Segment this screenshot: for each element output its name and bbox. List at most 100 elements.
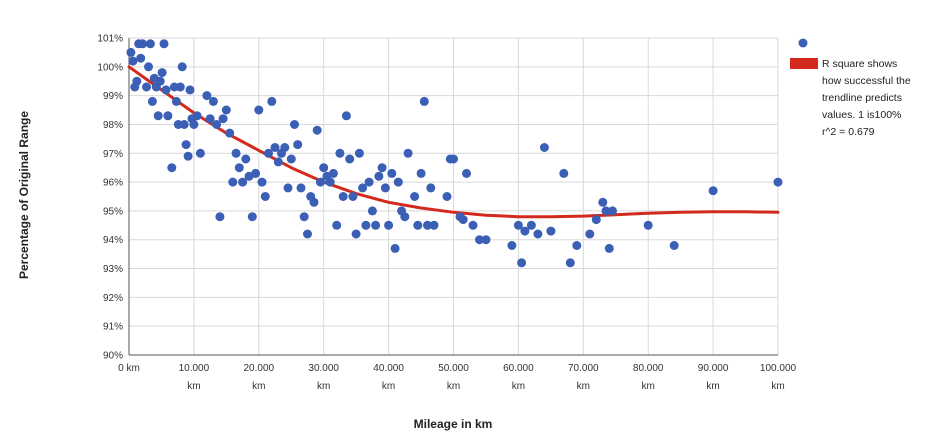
data-point [280,143,290,152]
data-point [286,154,296,164]
data-point [520,226,530,236]
data-point [171,96,181,106]
data-point [559,168,569,178]
x-tick-label: 40.000 km [373,363,404,392]
y-tick-label: 90% [103,351,123,362]
data-point [319,163,329,173]
data-point [419,96,429,106]
y-tick-label: 98% [103,120,123,131]
trendline-path [127,65,780,219]
data-point [458,215,468,225]
data-point [410,192,420,201]
data-point [367,206,377,216]
x-tick-label: 90.000 km [698,363,729,392]
data-point [126,47,136,57]
data-point [175,82,185,92]
data-point [183,151,193,161]
data-point [400,212,410,222]
x-tick-label: 20.000 km [244,363,275,392]
data-point [136,53,146,63]
data-point [296,183,306,193]
data-point [212,120,222,129]
data-point [299,212,309,222]
data-point [413,220,423,230]
legend-line-5: r^2 = 0.679 [822,126,875,138]
x-tick-label: 0 km [118,363,140,374]
data-point [332,220,342,230]
x-tick-label: 80.000 km [633,363,664,392]
data-point [260,192,270,201]
x-tick-label: 10.000 km [179,363,210,392]
data-point [384,220,394,230]
data-point [526,220,536,230]
y-tick-label: 95% [103,206,123,217]
data-point [179,120,189,129]
x-axis-title: Mileage in km [414,417,493,431]
x-tick-label: 30.000 km [308,363,339,392]
x-tick-labels: 0 km 10.000 km 20.000 km 30.000 km 40.000 km 50.0… [118,363,796,392]
y-tick-label: 91% [103,322,123,333]
data-point [708,186,718,196]
data-point [234,163,244,173]
data-point [604,243,614,253]
data-point [335,148,345,158]
x-tick-label: 50.000 km [438,363,469,392]
data-point [142,82,151,92]
data-point [361,220,371,230]
data-point [167,163,177,173]
data-point [351,229,361,239]
data-point [254,105,264,115]
legend-line-2: how successful the [822,75,911,87]
data-point [312,125,322,135]
data-point [270,143,280,152]
data-point [393,177,403,187]
data-point [380,183,390,193]
data-point [374,171,384,181]
data-point [348,192,358,201]
data-point [144,62,153,72]
data-point [585,229,595,239]
y-tick-label: 99% [103,91,123,102]
data-point [128,56,138,66]
legend-trendline-swatch [790,58,818,69]
data-point [309,197,319,207]
x-tick-label: 100.000 km [760,363,797,392]
data-point [161,85,171,95]
x-tick-label: 70.000 km [568,363,599,392]
data-point [241,154,251,164]
data-point [185,85,195,95]
legend-line-3: trendline predicts [822,92,902,104]
trendline [127,65,780,219]
y-tick-label: 93% [103,264,123,275]
data-point [215,212,225,222]
data-point [283,183,293,193]
legend-line-1: R square shows [822,58,897,70]
data-point [153,111,163,121]
data-point [290,120,299,129]
data-point [195,148,205,158]
data-point [449,154,458,164]
data-point [416,168,426,178]
data-point [338,192,348,201]
data-point [426,183,436,193]
data-point [565,258,575,268]
data-point [669,241,679,250]
data-point [608,206,617,216]
data-point [572,241,582,250]
data-point [358,183,368,193]
data-point [205,114,215,124]
data-point [138,39,148,49]
data-point [231,148,241,158]
y-tick-label: 92% [103,293,123,304]
data-point [147,96,157,106]
data-point [228,177,238,187]
data-point [264,148,273,158]
data-point [159,39,169,49]
data-point [328,168,338,178]
data-point [225,128,235,138]
data-point [155,76,165,86]
data-point [475,235,484,245]
data-point [208,96,218,106]
y-tick-label: 101% [97,34,123,45]
